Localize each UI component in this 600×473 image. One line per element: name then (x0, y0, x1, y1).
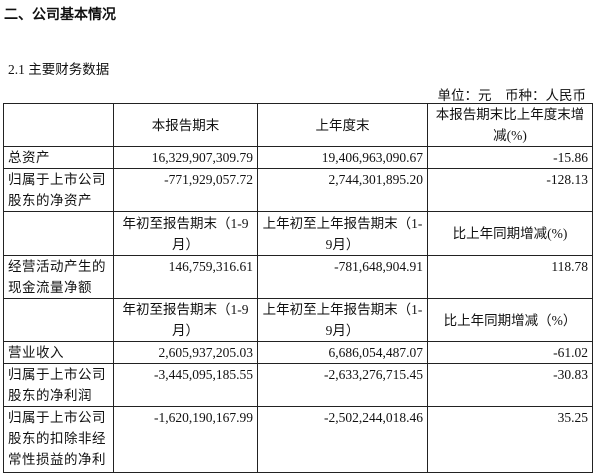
header-cell: 比上年同期增减（%） (427, 298, 593, 342)
change-value: 35.25 (427, 406, 593, 473)
table-subheader-row: 年初至报告期末（1-9月） 上年初至上年报告期末（1-9月） 比上年同期增减(%… (3, 211, 593, 256)
row-label: 归属于上市公司股东的净利润 (3, 363, 114, 407)
previous-value: 19,406,963,090.67 (257, 146, 428, 169)
table-row: 归属于上市公司股东的扣除非经常性损益的净利 -1,620,190,167.99 … (3, 406, 593, 473)
current-value: -771,929,057.72 (113, 168, 258, 212)
current-value: 2,605,937,205.03 (113, 341, 258, 364)
table-row: 归属于上市公司股东的净资产 -771,929,057.72 2,744,301,… (3, 168, 593, 212)
change-value: -15.86 (427, 146, 593, 169)
current-value: 16,329,907,309.79 (113, 146, 258, 169)
table-row: 总资产 16,329,907,309.79 19,406,963,090.67 … (3, 146, 593, 169)
change-value: 118.78 (427, 255, 593, 299)
section-title: 二、公司基本情况 (4, 7, 116, 23)
change-value: -61.02 (427, 341, 593, 364)
header-cell: 上年初至上年报告期末（1-9月） (257, 298, 428, 342)
current-value: -3,445,095,185.55 (113, 363, 258, 407)
table-row: 归属于上市公司股东的净利润 -3,445,095,185.55 -2,633,2… (3, 363, 593, 407)
previous-value: 6,686,054,487.07 (257, 341, 428, 364)
previous-value: -781,648,904.91 (257, 255, 428, 299)
header-cell: 上年度末 (257, 103, 428, 147)
header-cell (3, 298, 114, 342)
header-cell: 比上年同期增减(%) (427, 211, 593, 256)
previous-value: -2,633,276,715.45 (257, 363, 428, 407)
row-label: 营业收入 (3, 341, 114, 364)
header-cell (3, 103, 114, 147)
table-subheader-row: 年初至报告期末（1-9月） 上年初至上年报告期末（1-9月） 比上年同期增减（%… (3, 298, 593, 342)
row-label: 归属于上市公司股东的扣除非经常性损益的净利 (3, 406, 114, 473)
financial-data-table: 本报告期末 上年度末 本报告期末比上年度末增减(%) 总资产 16,329,90… (3, 103, 593, 473)
header-cell: 年初至报告期末（1-9月） (113, 298, 258, 342)
previous-value: 2,744,301,895.20 (257, 168, 428, 212)
row-label: 总资产 (3, 146, 114, 169)
table-header-row: 本报告期末 上年度末 本报告期末比上年度末增减(%) (3, 103, 593, 147)
table-row: 经营活动产生的现金流量净额 146,759,316.61 -781,648,90… (3, 255, 593, 299)
table-row: 营业收入 2,605,937,205.03 6,686,054,487.07 -… (3, 341, 593, 364)
header-cell (3, 211, 114, 256)
current-value: -1,620,190,167.99 (113, 406, 258, 473)
row-label: 经营活动产生的现金流量净额 (3, 255, 114, 299)
unit-currency-line: 单位：元 币种：人民币 (437, 88, 587, 103)
change-value: -30.83 (427, 363, 593, 407)
row-label: 归属于上市公司股东的净资产 (3, 168, 114, 212)
header-cell: 本报告期末比上年度末增减(%) (427, 103, 593, 147)
subsection-title: 2.1 主要财务数据 (8, 62, 110, 77)
header-cell: 年初至报告期末（1-9月） (113, 211, 258, 256)
header-cell: 本报告期末 (113, 103, 258, 147)
current-value: 146,759,316.61 (113, 255, 258, 299)
change-value: -128.13 (427, 168, 593, 212)
header-cell: 上年初至上年报告期末（1-9月） (257, 211, 428, 256)
previous-value: -2,502,244,018.46 (257, 406, 428, 473)
